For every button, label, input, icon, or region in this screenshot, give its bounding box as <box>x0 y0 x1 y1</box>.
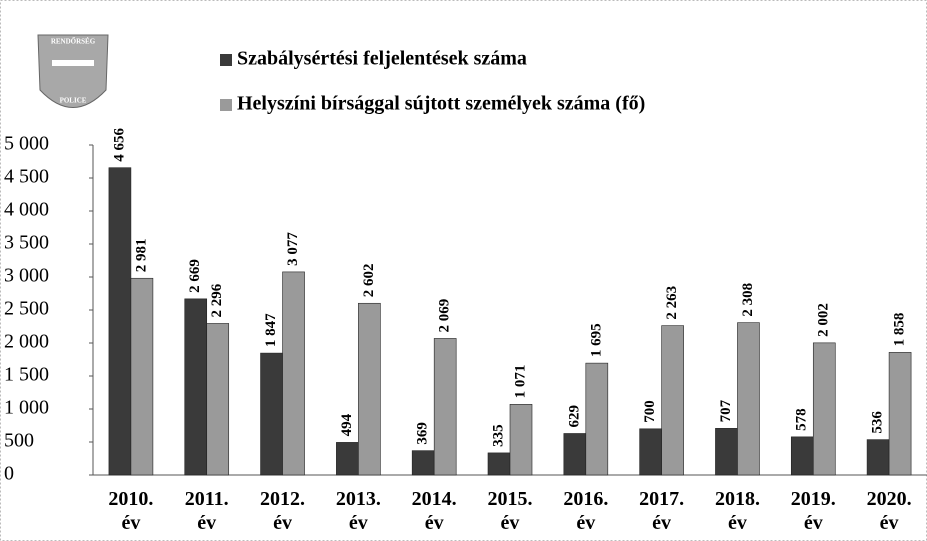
bar <box>791 437 813 475</box>
logo-band <box>52 60 94 66</box>
bar <box>185 299 207 475</box>
x-tick-label: 2014. év <box>408 487 460 535</box>
bar <box>434 338 456 475</box>
y-tick-label: 3 500 <box>4 232 49 254</box>
x-tick-label: 2016. év <box>560 487 612 535</box>
y-tick-label: 500 <box>4 430 34 452</box>
value-label: 4 656 <box>111 127 127 161</box>
bar <box>889 352 911 475</box>
value-label: 2 263 <box>664 286 680 320</box>
legend-swatch <box>220 54 232 66</box>
value-label: 707 <box>718 399 734 422</box>
y-tick-label: 1 500 <box>4 364 49 386</box>
logo: RENDŐRSÉG POLICE <box>38 35 108 108</box>
bar <box>867 440 889 475</box>
legend-label: Helyszíni bírsággal sújtott személyek sz… <box>237 93 645 115</box>
legend-label: Szabálysértési feljelentések száma <box>237 48 527 70</box>
value-label: 494 <box>339 413 355 436</box>
chart: RENDŐRSÉG POLICE 0 500 1 000 1 500 2 000 2 50… <box>0 0 927 541</box>
x-tick-label: 2010. év <box>105 487 157 535</box>
value-label: 2 669 <box>187 259 203 293</box>
bar <box>564 433 586 475</box>
bar <box>109 168 131 475</box>
value-label: 2 002 <box>816 303 832 337</box>
logo-bottom: POLICE <box>60 97 87 105</box>
y-tick-label: 2 500 <box>4 298 49 320</box>
x-tick-label: 2017. év <box>636 487 688 535</box>
x-tick-label: 2015. év <box>484 487 536 535</box>
bar <box>207 323 229 475</box>
bar <box>488 453 510 475</box>
bar <box>662 326 684 475</box>
y-tick-label: 2 000 <box>4 331 49 353</box>
bar <box>640 429 662 475</box>
x-tick-label: 2018. év <box>711 487 763 535</box>
x-tick-label: 2020. év <box>863 487 915 535</box>
value-label: 578 <box>794 408 810 431</box>
legend-swatch <box>220 99 232 111</box>
bar <box>336 442 358 475</box>
page: RENDŐRSÉG POLICE 0 500 1 000 1 500 2 000 2 50… <box>0 0 927 541</box>
value-label: 2 296 <box>209 283 225 317</box>
bar <box>283 272 305 475</box>
value-label: 1 847 <box>263 313 279 347</box>
bar <box>586 363 608 475</box>
y-tick-label: 1 000 <box>4 397 49 419</box>
x-tick-label: 2013. év <box>332 487 384 535</box>
value-label: 335 <box>490 424 506 447</box>
value-label: 2 602 <box>361 264 377 298</box>
bar <box>813 343 835 475</box>
y-tick-label: 4 500 <box>4 166 49 188</box>
value-label: 700 <box>642 400 658 423</box>
bar <box>510 404 532 475</box>
value-label: 1 071 <box>512 365 528 399</box>
value-label: 3 077 <box>285 232 301 266</box>
value-label: 629 <box>566 405 582 428</box>
y-tick-label: 3 000 <box>4 265 49 287</box>
y-tick-label: 0 <box>4 463 14 485</box>
value-label: 2 308 <box>740 283 756 317</box>
bar <box>412 451 434 475</box>
logo-top: RENDŐRSÉG <box>51 38 96 46</box>
y-tick-label: 5 000 <box>4 133 49 155</box>
x-tick-label: 2019. év <box>787 487 839 535</box>
value-label: 369 <box>415 422 431 445</box>
value-label: 1 858 <box>892 313 908 347</box>
value-label: 1 695 <box>588 323 604 357</box>
value-label: 536 <box>870 411 886 434</box>
bar <box>261 353 283 475</box>
x-tick-label: 2012. év <box>257 487 309 535</box>
value-label: 2 069 <box>437 299 453 333</box>
y-tick-label: 4 000 <box>4 199 49 221</box>
value-label: 2 981 <box>133 239 149 273</box>
bar <box>737 323 759 475</box>
x-tick-label: 2011. év <box>181 487 233 535</box>
bar <box>715 428 737 475</box>
bar <box>131 278 153 475</box>
bar <box>358 303 380 475</box>
